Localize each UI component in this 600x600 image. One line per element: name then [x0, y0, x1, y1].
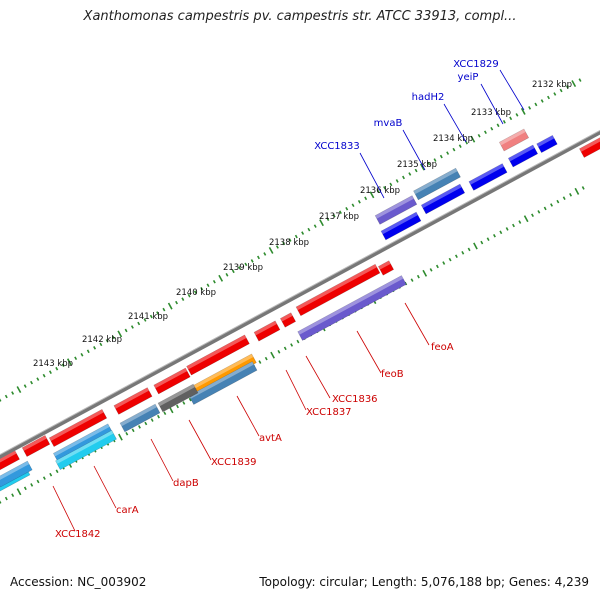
scale-label: 2135 kbp	[397, 160, 437, 170]
gene-label: XCC1833	[314, 141, 360, 152]
gene-block	[53, 423, 113, 463]
label-leader-line	[480, 83, 504, 125]
label-leader-line	[499, 69, 525, 111]
gene-block	[157, 383, 199, 413]
label-layer: XCC1829 yeiP hadH2 mvaB XCC1833 feoA feoB XCC18…	[52, 59, 525, 540]
gene-block	[119, 403, 161, 433]
gene-label: avtA	[259, 433, 282, 444]
gene-label: mvaB	[374, 118, 403, 129]
gene-block	[295, 263, 381, 317]
label-leader-line	[402, 129, 426, 171]
genome-summary-text: Topology: circular; Length: 5,076,188 bp…	[259, 575, 589, 589]
scale-label: 2140 kbp	[176, 288, 216, 298]
label-leader-line	[236, 395, 260, 437]
gene-label: hadH2	[412, 92, 445, 103]
gene-label: feoA	[431, 342, 454, 353]
scale-label: 2132 kbp	[532, 80, 572, 90]
gene-block	[113, 387, 153, 415]
scale-label: 2143 kbp	[33, 359, 73, 369]
scale-label: 2142 kbp	[82, 335, 122, 345]
gene-block	[378, 260, 394, 276]
label-leader-line	[52, 485, 76, 532]
genome-backbone	[0, 130, 600, 459]
gene-block	[536, 134, 558, 154]
gene-label: yeiP	[458, 72, 479, 83]
gene-block	[0, 460, 33, 488]
label-leader-line	[305, 355, 331, 399]
scale-label: 2139 kbp	[223, 263, 263, 273]
gene-block	[297, 275, 407, 341]
gene-block	[153, 367, 191, 395]
scale-label: 2138 kbp	[269, 238, 309, 248]
gene-block	[579, 134, 600, 158]
gene-block	[55, 430, 117, 470]
label-leader-line	[404, 302, 430, 346]
gene-block	[48, 408, 108, 448]
gene-block	[468, 163, 508, 191]
gene-block	[21, 435, 51, 457]
label-leader-line	[443, 103, 467, 143]
gene-block	[498, 128, 530, 152]
gene-features	[0, 128, 600, 495]
label-leader-line	[359, 152, 385, 199]
scale-label: 2134 kbp	[433, 134, 473, 144]
gene-label: feoB	[381, 369, 404, 380]
gene-label: XCC1842	[55, 529, 101, 540]
label-leader-line	[150, 438, 174, 482]
gene-block	[507, 144, 539, 168]
gene-block	[280, 312, 296, 328]
gene-label: dapB	[173, 478, 199, 489]
accession-text: Accession: NC_003902	[10, 575, 147, 589]
gene-block	[420, 183, 466, 215]
map-title: Xanthomonas campestris pv. campestris st…	[83, 9, 517, 24]
gene-label: carA	[116, 505, 139, 516]
label-leader-line	[93, 465, 117, 509]
gene-block	[374, 195, 418, 225]
scale-label: 2141 kbp	[128, 312, 168, 322]
label-leader-line	[356, 330, 382, 374]
gene-label: XCC1839	[211, 457, 257, 468]
gene-block	[253, 320, 281, 342]
scale-label: 2133 kbp	[471, 108, 511, 118]
gene-block	[188, 361, 258, 405]
gene-block	[186, 334, 250, 376]
scale-label: 2137 kbp	[319, 212, 359, 222]
label-leader-line	[188, 419, 212, 461]
gene-label: XCC1829	[453, 59, 499, 70]
gene-label: XCC1837	[306, 407, 352, 418]
genome-backbone-highlight	[0, 129, 600, 456]
label-leader-line	[285, 369, 307, 411]
gene-block	[413, 167, 461, 201]
gene-block	[380, 211, 422, 241]
gene-label: XCC1836	[332, 394, 378, 405]
outer-scale-line	[0, 78, 582, 402]
